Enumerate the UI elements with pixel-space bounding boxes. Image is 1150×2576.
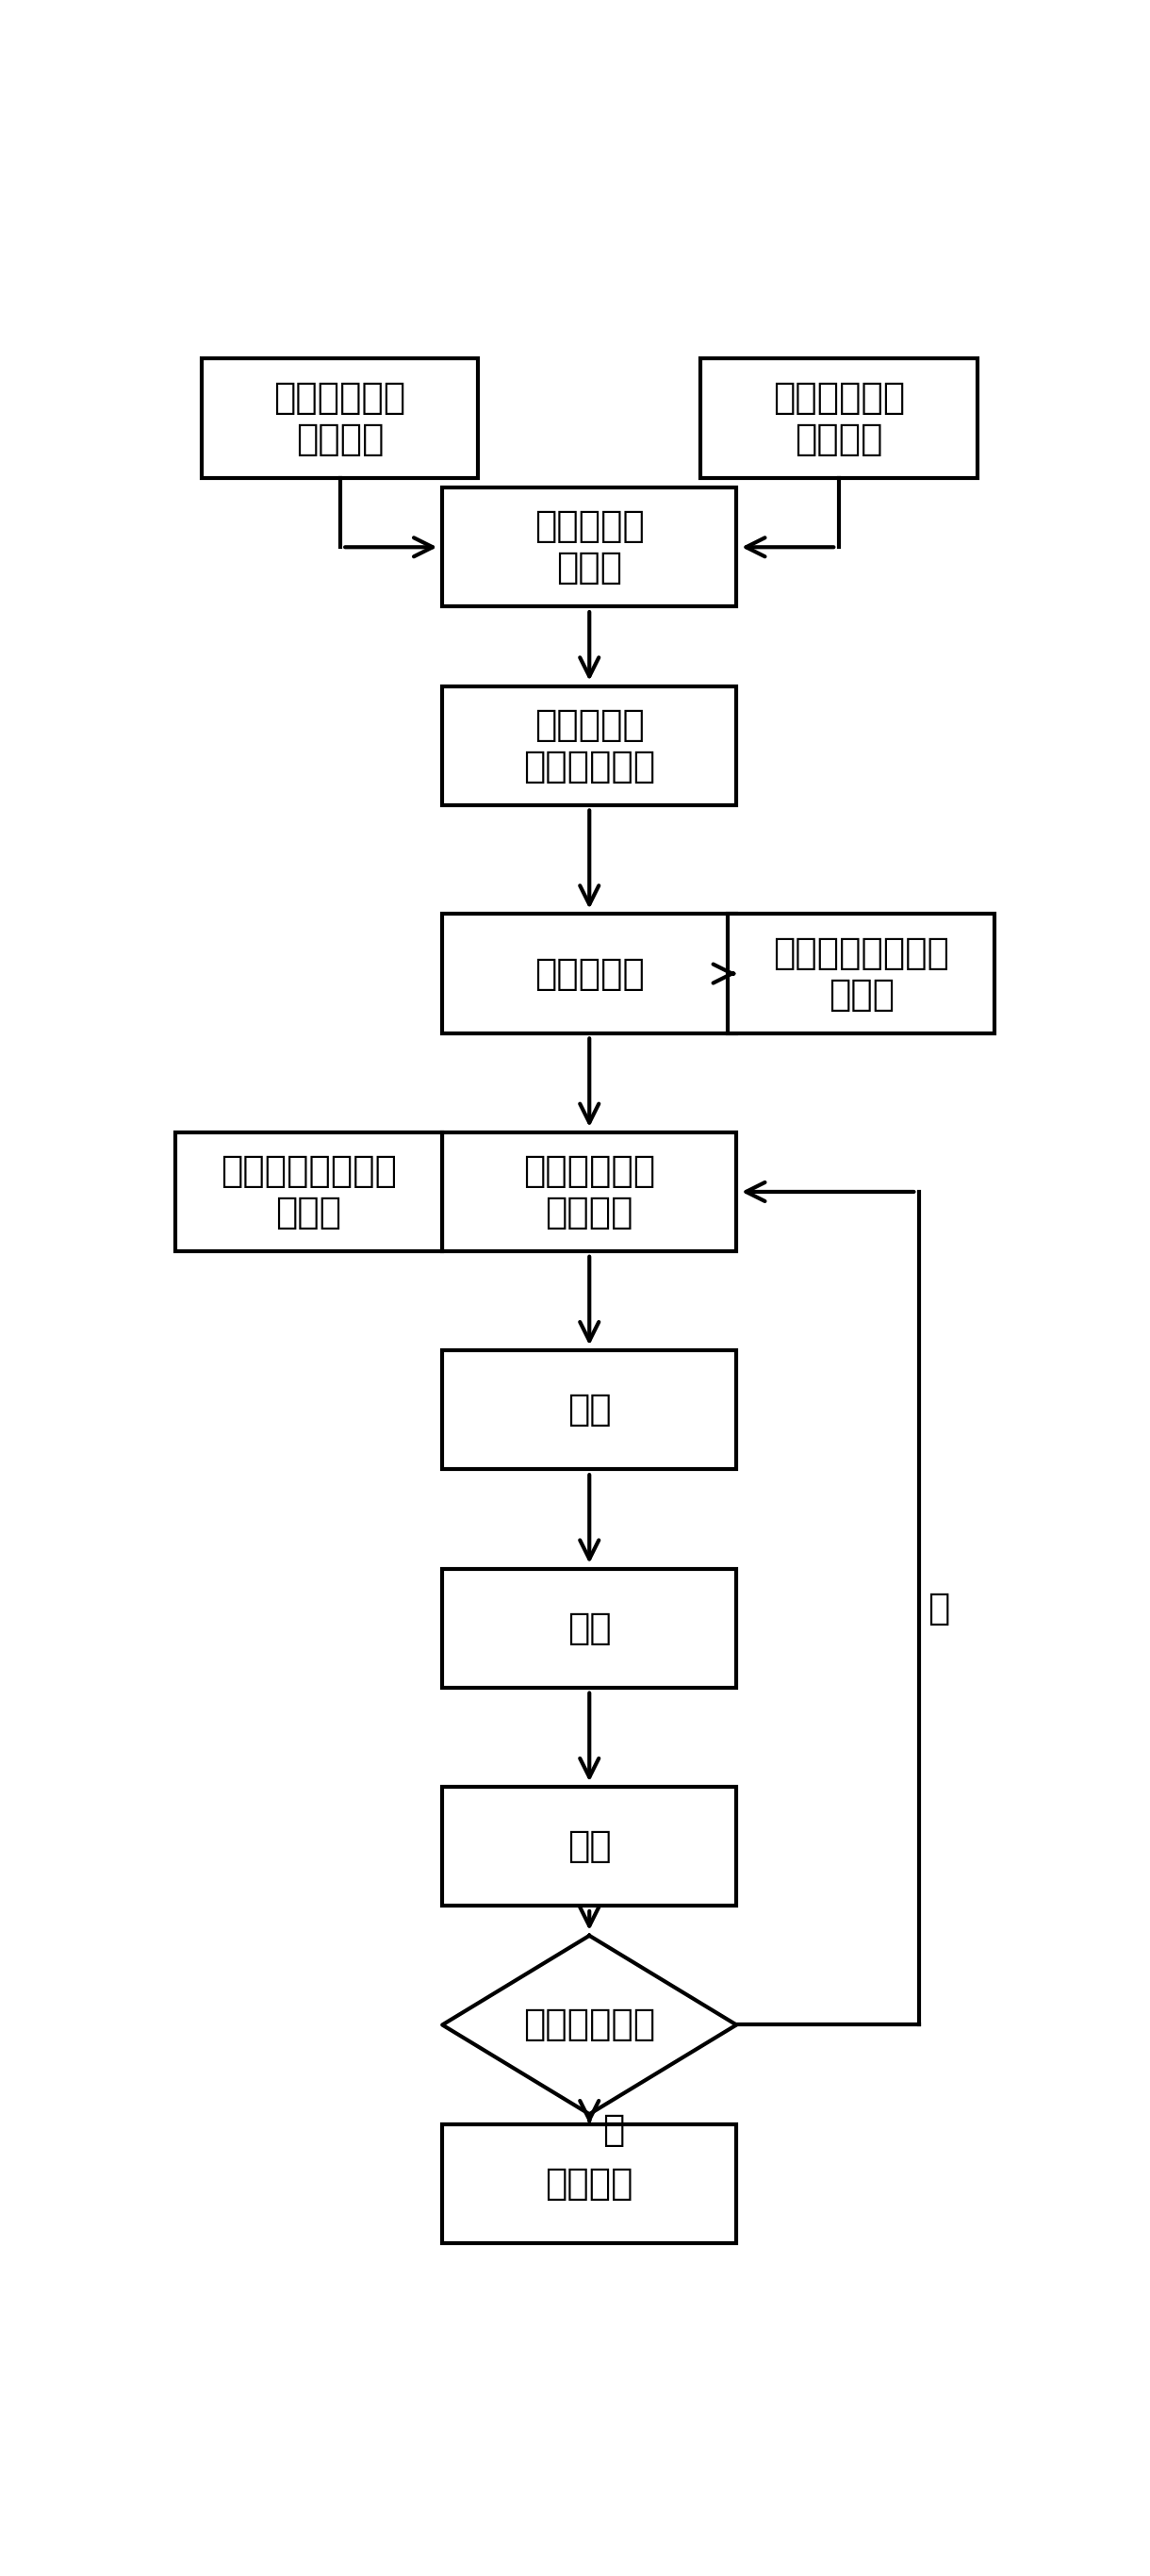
- Text: 变异: 变异: [567, 1829, 612, 1865]
- Bar: [443, 914, 736, 1033]
- Bar: [443, 1133, 736, 1252]
- Text: 交叉: 交叉: [567, 1610, 612, 1646]
- Text: 是: 是: [603, 2112, 624, 2148]
- Text: 满足终止条件: 满足终止条件: [523, 2007, 656, 2043]
- Bar: [175, 1133, 443, 1252]
- Text: 否: 否: [928, 1589, 950, 1625]
- Bar: [443, 487, 736, 608]
- Polygon shape: [443, 1935, 736, 2115]
- Bar: [728, 914, 995, 1033]
- Bar: [443, 1788, 736, 1906]
- Bar: [443, 1350, 736, 1468]
- Bar: [443, 2125, 736, 2244]
- Text: 解决约束条件三和
条件四: 解决约束条件三和 条件四: [221, 1154, 397, 1231]
- Bar: [700, 358, 978, 477]
- Text: 解决约束条件一和
条件二: 解决约束条件一和 条件二: [773, 935, 950, 1012]
- Text: 选择: 选择: [567, 1391, 612, 1427]
- Text: 输出结果: 输出结果: [545, 2166, 634, 2202]
- Bar: [443, 1569, 736, 1687]
- Bar: [201, 358, 478, 477]
- Text: 机组设计热
耗曲线: 机组设计热 耗曲线: [535, 507, 644, 585]
- Bar: [443, 685, 736, 804]
- Text: 从机组控制
系统中读数据: 从机组控制 系统中读数据: [523, 706, 656, 783]
- Text: 适应度函数设
计及计算: 适应度函数设 计及计算: [523, 1154, 656, 1231]
- Text: 种群初始化: 种群初始化: [535, 956, 644, 992]
- Text: 设置机组耗差
修正曲线: 设置机组耗差 修正曲线: [773, 379, 905, 456]
- Text: 设置机组实际
热耗曲线: 设置机组实际 热耗曲线: [274, 379, 406, 456]
